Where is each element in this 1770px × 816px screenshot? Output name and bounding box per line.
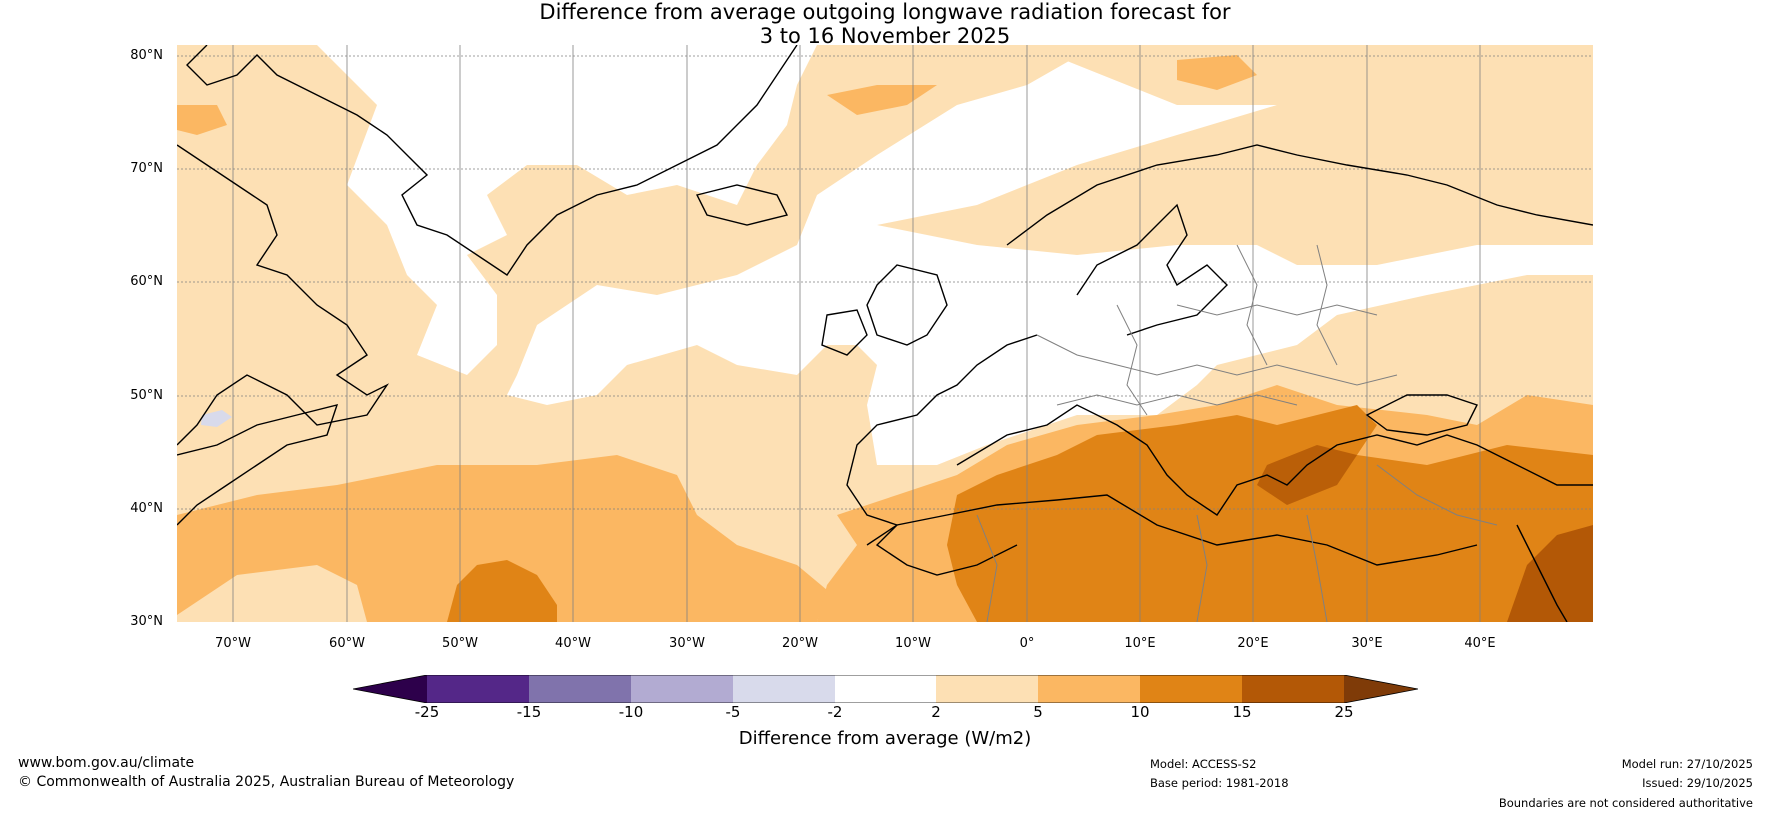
mediterranean-north-coast [956, 404, 1593, 516]
footer-copyright: © Commonwealth of Australia 2025, Austra… [18, 774, 515, 790]
colorbar-bin-neg15-neg10 [529, 675, 631, 703]
colorbar-tick-neg2: -2 [827, 703, 843, 721]
lon-label-10w: 10°W [895, 636, 931, 651]
colorbar-tick-neg15: -15 [516, 703, 542, 721]
lon-label-0: 0° [1019, 636, 1035, 651]
coastlines [177, 45, 1593, 622]
anomaly-neg2-to-neg5-region [201, 410, 232, 427]
lon-label-70w: 70°W [215, 636, 251, 651]
red-sea-coast [1516, 524, 1568, 622]
baltic-coast [1076, 203, 1228, 336]
lat-label-30n: 30°N [130, 614, 163, 629]
footer-model-run: Model run: 27/10/2025 [1621, 757, 1753, 771]
lon-label-40w: 40°W [555, 636, 591, 651]
country-borders [976, 244, 1498, 622]
colorbar-bin-neg2-2 [835, 675, 936, 703]
lat-label-60n: 60°N [130, 274, 163, 289]
colorbar-tick-5: 5 [1033, 703, 1043, 721]
colorbar-tick-neg5: -5 [725, 703, 741, 721]
colorbar-bin-2-5 [936, 675, 1038, 703]
footer-disclaimer: Boundaries are not considered authoritat… [1498, 796, 1753, 810]
lon-label-20w: 20°W [782, 636, 818, 651]
colorbar-bin-15-25 [1242, 675, 1344, 703]
forecast-map [177, 45, 1593, 622]
footer-model: Model: ACCESS-S2 [1150, 757, 1257, 771]
colorbar-tick-neg25: -25 [414, 703, 440, 721]
lat-label-80n: 80°N [130, 48, 163, 63]
title-line-2: 3 to 16 November 2025 [759, 24, 1011, 48]
footer-issued: Issued: 29/10/2025 [1642, 776, 1753, 790]
colorbar-tick-10: 10 [1130, 703, 1150, 721]
colorbar-tick-neg10: -10 [618, 703, 644, 721]
graticule [177, 45, 1593, 622]
colorbar-extend-high [1344, 675, 1418, 703]
map-title: Difference from average outgoing longwav… [0, 0, 1770, 48]
black-sea-coast [1365, 394, 1478, 436]
colorbar-tick-15: 15 [1232, 703, 1252, 721]
colorbar-tick-25: 25 [1334, 703, 1354, 721]
iceland-coast [695, 184, 789, 226]
lon-label-50w: 50°W [442, 636, 478, 651]
north-africa-coast [866, 494, 1478, 566]
colorbar-bin-5-10 [1038, 675, 1140, 703]
colorbar-bin-neg5-neg2 [733, 675, 835, 703]
colorbar [352, 674, 1419, 704]
lon-label-30e: 30°E [1351, 636, 1383, 651]
anomaly-15-to-25-regions [1257, 445, 1593, 622]
title-line-1: Difference from average outgoing longwav… [539, 0, 1231, 24]
lat-label-40n: 40°N [130, 501, 163, 516]
greenland-coast [186, 45, 798, 276]
anomaly-10-to-15-regions [447, 405, 1593, 622]
colorbar-bin-neg25-neg15 [427, 675, 529, 703]
lon-label-20e: 20°E [1237, 636, 1269, 651]
atlantic-europe-coast [846, 334, 1038, 576]
lat-label-70n: 70°N [130, 161, 163, 176]
lon-label-60w: 60°W [329, 636, 365, 651]
northeast-us-coast [177, 404, 339, 526]
colorbar-tick-2: 2 [931, 703, 941, 721]
footer-url: www.bom.gov.au/climate [18, 755, 195, 771]
lat-label-50n: 50°N [130, 388, 163, 403]
british-isles-coast [866, 264, 948, 346]
colorbar-bin-10-15 [1140, 675, 1242, 703]
canada-coast [177, 144, 390, 446]
colorbar-extend-low [353, 675, 427, 703]
ireland-coast [821, 309, 868, 356]
lon-label-30w: 30°W [669, 636, 705, 651]
lon-label-10e: 10°E [1124, 636, 1156, 651]
lon-label-40e: 40°E [1464, 636, 1496, 651]
footer-base-period: Base period: 1981-2018 [1150, 776, 1289, 790]
scandinavia-coast [1006, 144, 1593, 246]
colorbar-bin-neg10-neg5 [631, 675, 733, 703]
colorbar-title: Difference from average (W/m2) [738, 728, 1032, 749]
